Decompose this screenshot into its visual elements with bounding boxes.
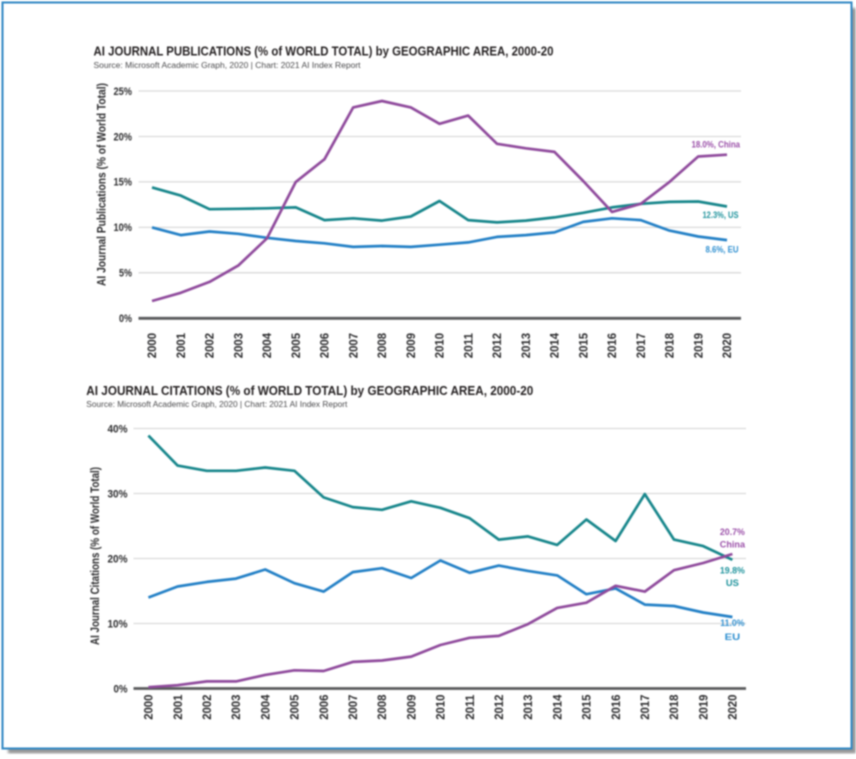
svg-text:0%: 0% xyxy=(114,683,128,695)
svg-text:2009: 2009 xyxy=(404,694,418,720)
svg-text:2011: 2011 xyxy=(461,333,475,359)
svg-text:10%: 10% xyxy=(108,618,128,630)
svg-text:2014: 2014 xyxy=(548,333,562,359)
svg-text:2018: 2018 xyxy=(663,333,677,359)
svg-text:18.0%, China: 18.0%, China xyxy=(692,140,741,150)
svg-text:China: China xyxy=(720,539,746,549)
svg-text:2014: 2014 xyxy=(550,694,564,720)
svg-text:12.3%, US: 12.3%, US xyxy=(703,210,739,220)
svg-text:2001: 2001 xyxy=(174,333,188,359)
svg-text:2017: 2017 xyxy=(638,694,652,720)
svg-text:2019: 2019 xyxy=(692,333,706,359)
svg-text:20.7%: 20.7% xyxy=(720,527,746,537)
svg-text:2016: 2016 xyxy=(605,333,619,359)
svg-text:25%: 25% xyxy=(114,86,133,98)
svg-text:2005: 2005 xyxy=(289,333,303,359)
svg-text:2016: 2016 xyxy=(609,694,623,720)
svg-text:2010: 2010 xyxy=(434,694,448,720)
svg-text:2019: 2019 xyxy=(696,694,710,720)
svg-text:EU: EU xyxy=(725,632,741,642)
svg-text:5%: 5% xyxy=(119,268,132,280)
svg-text:Source: Microsoft Academic Gra: Source: Microsoft Academic Graph, 2020 |… xyxy=(94,61,362,70)
svg-text:2020: 2020 xyxy=(726,694,740,720)
svg-text:2013: 2013 xyxy=(519,333,533,359)
svg-text:2006: 2006 xyxy=(318,333,332,359)
svg-text:2003: 2003 xyxy=(231,333,245,359)
svg-text:2011: 2011 xyxy=(463,694,477,720)
svg-text:AI JOURNAL CITATIONS (% of WOR: AI JOURNAL CITATIONS (% of WORLD TOTAL) … xyxy=(86,384,533,398)
svg-text:2000: 2000 xyxy=(145,333,159,359)
svg-text:10%: 10% xyxy=(114,222,133,234)
svg-text:19.8%: 19.8% xyxy=(720,566,746,576)
svg-text:2008: 2008 xyxy=(375,333,389,359)
svg-text:2012: 2012 xyxy=(490,333,504,359)
svg-text:2007: 2007 xyxy=(346,694,360,720)
svg-text:2009: 2009 xyxy=(404,333,418,359)
svg-text:2015: 2015 xyxy=(580,694,594,720)
svg-text:Source: Microsoft Academic Gra: Source: Microsoft Academic Graph, 2020 |… xyxy=(86,400,348,409)
svg-text:2002: 2002 xyxy=(203,333,217,359)
svg-text:8.6%, EU: 8.6%, EU xyxy=(706,244,739,254)
svg-text:2000: 2000 xyxy=(142,694,156,720)
svg-text:AI Journal Publications (% of: AI Journal Publications (% of World Tota… xyxy=(95,83,109,286)
svg-text:20%: 20% xyxy=(108,553,128,565)
svg-text:AI JOURNAL PUBLICATIONS (% of: AI JOURNAL PUBLICATIONS (% of WORLD TOTA… xyxy=(94,44,554,58)
svg-text:20%: 20% xyxy=(114,131,133,143)
svg-text:11.0%: 11.0% xyxy=(720,618,745,628)
svg-text:2007: 2007 xyxy=(346,333,360,359)
svg-text:2003: 2003 xyxy=(229,694,243,720)
svg-text:2013: 2013 xyxy=(521,694,535,720)
svg-text:2015: 2015 xyxy=(577,333,591,359)
svg-text:2004: 2004 xyxy=(258,694,272,720)
svg-text:AI Journal Citations (% of Wor: AI Journal Citations (% of World Total) xyxy=(88,467,102,645)
svg-text:2018: 2018 xyxy=(667,694,681,720)
svg-text:2012: 2012 xyxy=(492,694,506,720)
svg-text:US: US xyxy=(726,578,739,588)
svg-text:2017: 2017 xyxy=(634,333,648,359)
svg-text:2008: 2008 xyxy=(375,694,389,720)
svg-text:40%: 40% xyxy=(108,423,128,435)
svg-text:2020: 2020 xyxy=(720,333,734,359)
svg-text:2002: 2002 xyxy=(200,694,214,720)
svg-text:0%: 0% xyxy=(119,313,132,325)
svg-text:15%: 15% xyxy=(114,177,133,189)
svg-text:2001: 2001 xyxy=(171,694,185,720)
svg-text:2010: 2010 xyxy=(433,333,447,359)
svg-text:2006: 2006 xyxy=(317,694,331,720)
svg-text:2005: 2005 xyxy=(288,694,302,720)
svg-text:2004: 2004 xyxy=(260,333,274,359)
svg-text:30%: 30% xyxy=(108,488,128,500)
